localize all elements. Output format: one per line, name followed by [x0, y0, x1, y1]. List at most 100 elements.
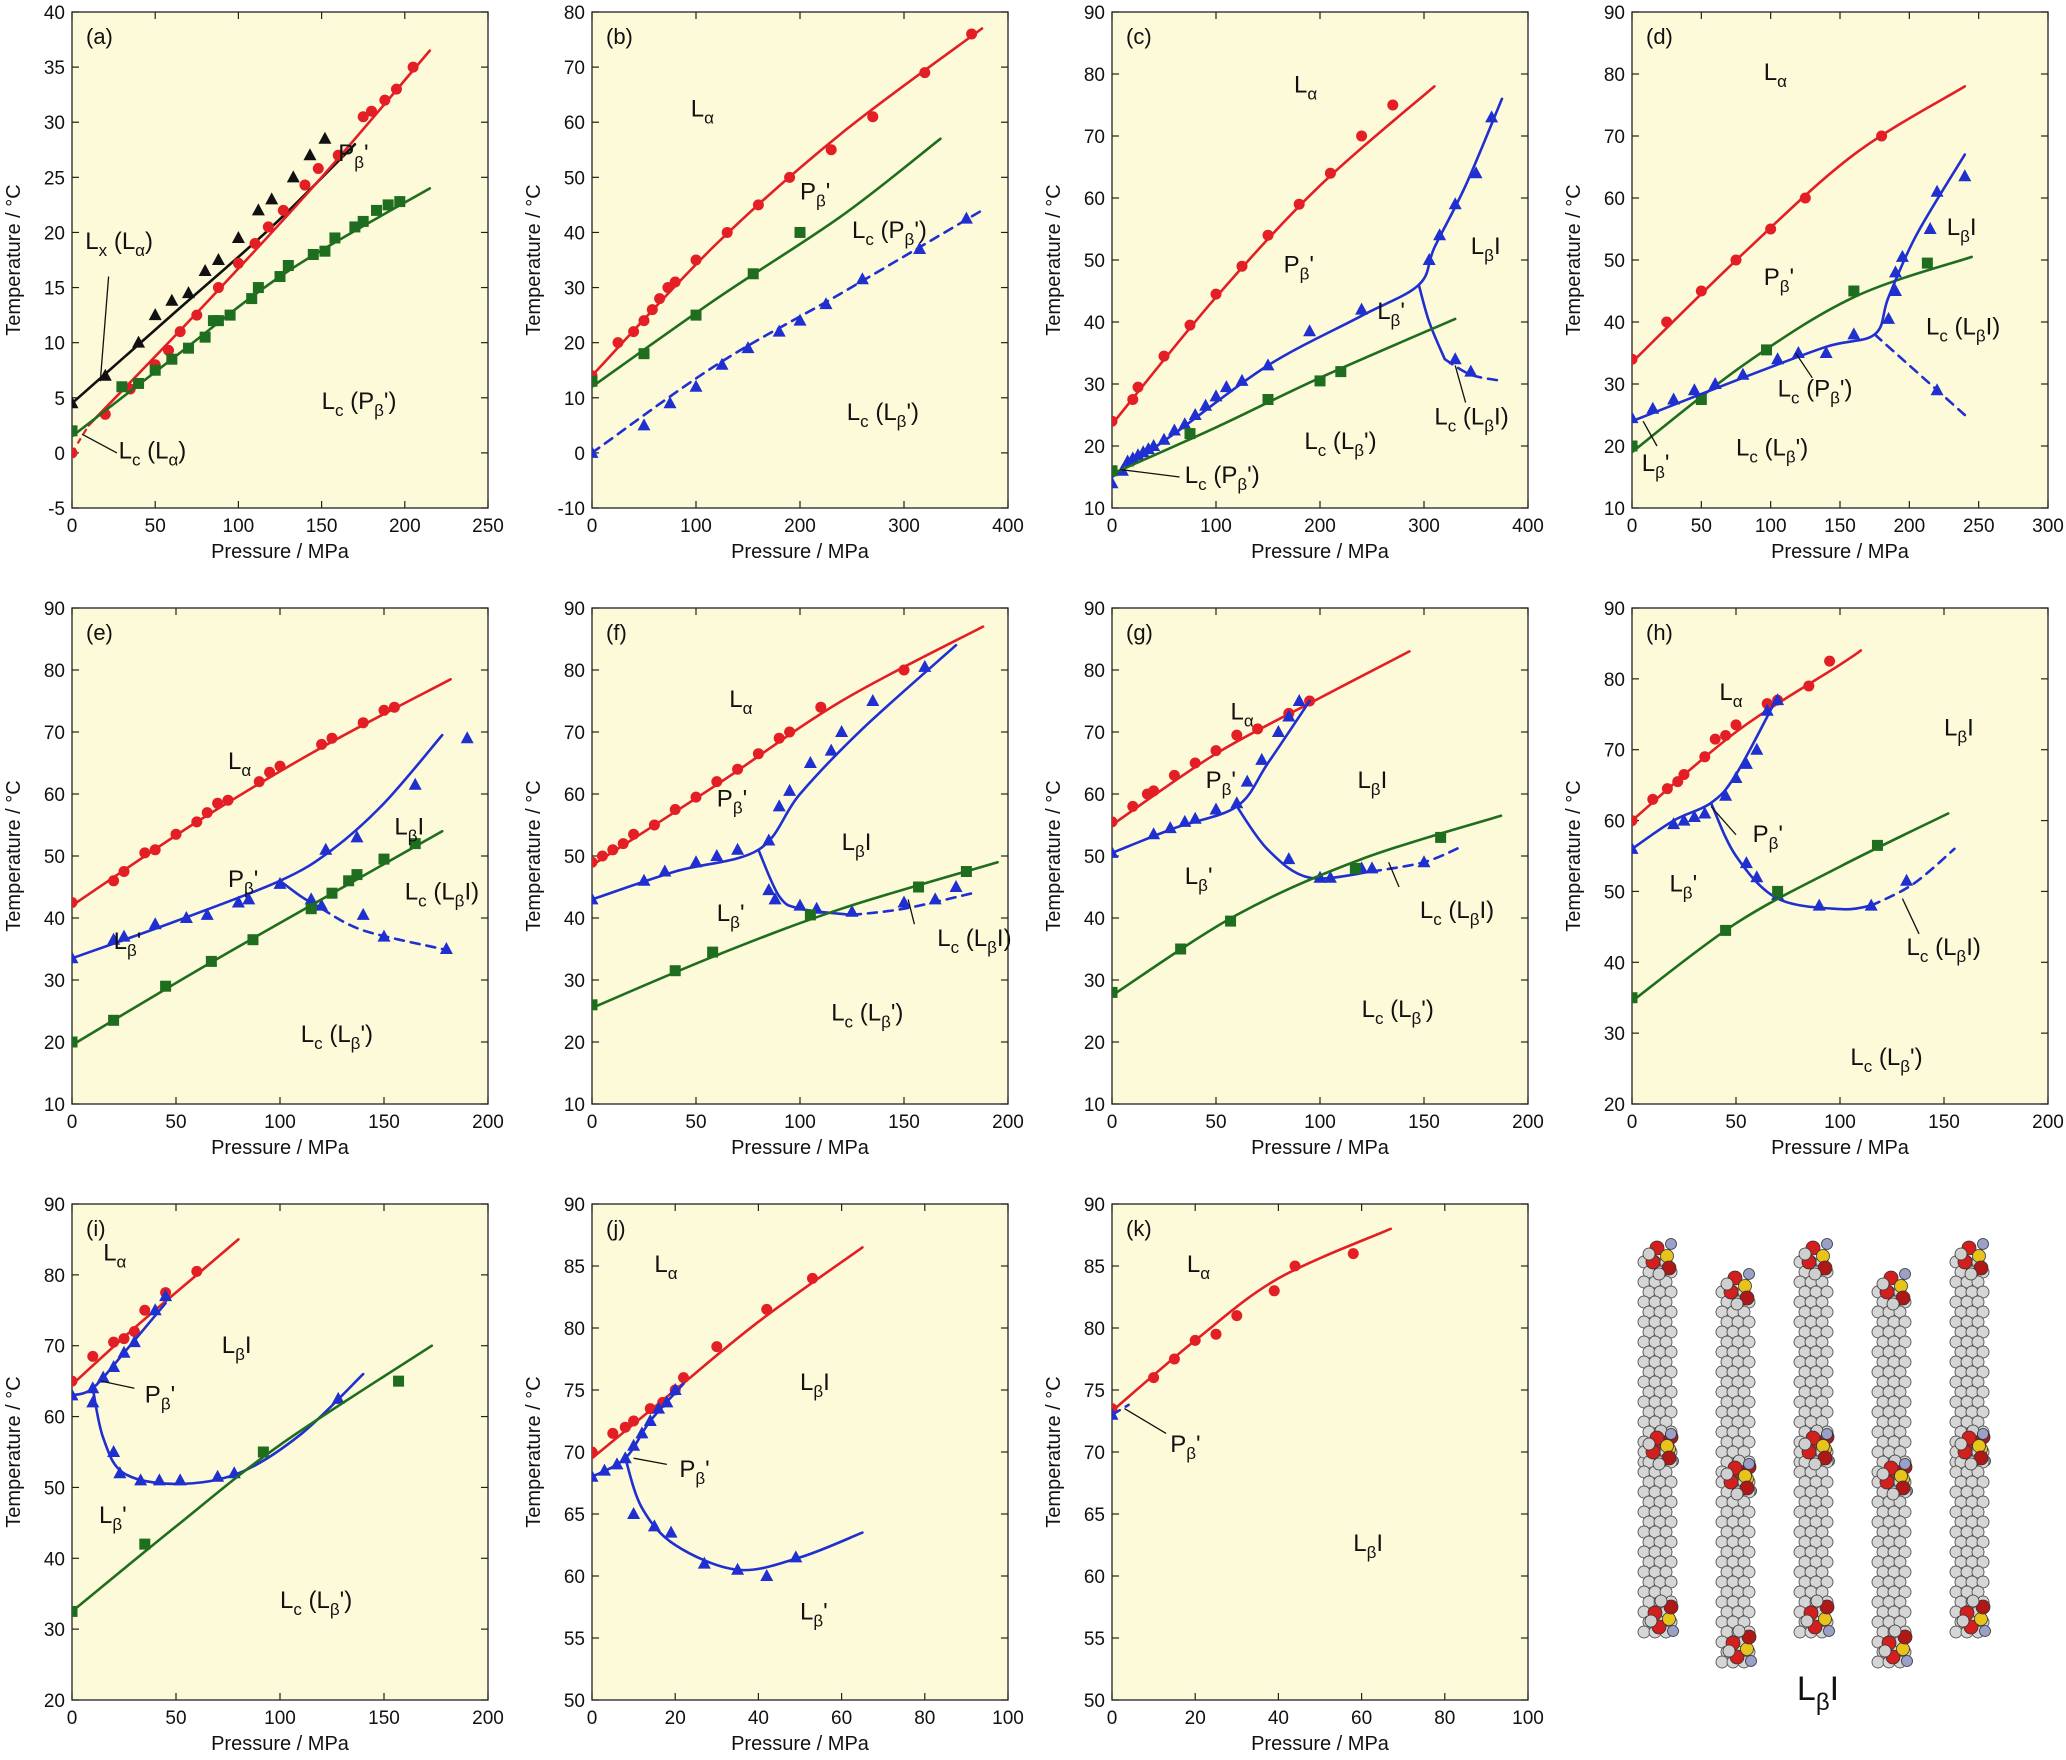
phase-label: Lβ' [114, 928, 142, 960]
data-point-circle [1387, 99, 1399, 111]
data-point-triangle [897, 895, 911, 908]
data-point-triangle [265, 192, 279, 205]
carbon-atom [1715, 1655, 1729, 1669]
y-tick-label: 10 [564, 389, 585, 410]
data-point-triangle [1632, 411, 1639, 424]
data-point-circle [592, 856, 598, 868]
phase-label: Pβ' [1284, 251, 1314, 283]
data-point-circle [191, 1265, 203, 1277]
y-tick-label: 20 [564, 1033, 585, 1054]
data-point-circle [128, 1326, 140, 1338]
data-point-circle [607, 1427, 619, 1439]
y-tick-label: 50 [1084, 251, 1105, 272]
chart-panel-j: 0 20 40 60 80 100 50 55 60 65 70 75 80 85 90 Pressure /… [523, 1195, 1024, 1755]
data-point-square [382, 199, 394, 211]
phase-label: LβI [1471, 233, 1501, 265]
leader-line [633, 1457, 667, 1466]
data-point-circle [326, 732, 338, 744]
y-tick-label: 50 [564, 168, 585, 189]
phase-label: LβI [1947, 214, 1977, 246]
data-point-triangle [159, 1289, 173, 1302]
data-point-triangle [148, 917, 162, 930]
headgroup-atom [1720, 1277, 1734, 1291]
data-point-triangle [1271, 725, 1285, 737]
data-point-triangle [1791, 346, 1805, 358]
lipid-headgroup [1720, 1458, 1755, 1501]
data-point-square [409, 838, 421, 850]
data-point-circle [72, 897, 78, 908]
data-point-triangle [592, 1469, 599, 1482]
y-tick-label: 10 [564, 1095, 585, 1116]
fit-curve-blue [624, 1456, 864, 1572]
data-point-triangle [663, 396, 677, 409]
headgroup-atom [1730, 1297, 1744, 1311]
data-point-circle [1189, 1334, 1201, 1346]
data-point-triangle [72, 951, 79, 964]
data-point-circle [274, 760, 286, 772]
headgroup-atom [1660, 1249, 1674, 1263]
lipid-headgroup [1876, 1458, 1911, 1501]
phase-label: LβI [394, 813, 424, 845]
data-point-circle [1799, 192, 1811, 204]
panel-letter: (a) [86, 24, 113, 49]
phase-label: Pβ' [1170, 1431, 1200, 1463]
data-point-circle [1148, 1372, 1160, 1384]
data-point-circle [628, 326, 640, 338]
phase-label: Lβ' [1185, 863, 1213, 895]
y-axis-title: Temperature / °C [3, 1376, 25, 1527]
y-axis-title: Temperature / °C [1563, 780, 1585, 931]
data-point-square [357, 215, 369, 227]
x-axis-title: Pressure / MPa [1251, 1137, 1390, 1159]
phase-label: Lβ' [1642, 450, 1670, 482]
y-tick-label: 90 [1084, 599, 1105, 620]
leader-line [100, 1380, 135, 1389]
phase-label: Lα [1294, 72, 1317, 104]
headgroup-atom [1738, 1279, 1752, 1293]
y-tick-label: 25 [44, 168, 65, 189]
phase-label: Lβ' [1377, 298, 1405, 330]
headgroup-atom [1741, 1629, 1757, 1645]
headgroup-atom [1654, 1594, 1668, 1608]
data-point-circle [898, 664, 910, 676]
phase-label: Pβ' [1764, 264, 1794, 296]
x-axis-title: Pressure / MPa [211, 541, 350, 563]
data-point-circle [1709, 733, 1721, 745]
data-point-circle [139, 1304, 151, 1316]
data-point-square [1184, 428, 1196, 440]
headgroup-atom [1745, 1655, 1757, 1667]
data-point-triangle [760, 1569, 774, 1581]
data-point-triangle [107, 932, 121, 945]
data-point-triangle [1698, 806, 1712, 819]
x-tick-label: 100 [1200, 516, 1232, 537]
headgroup-atom [1821, 1428, 1833, 1440]
data-point-triangle [1771, 693, 1785, 706]
phase-label: Lc (Pβ') [322, 388, 397, 420]
x-tick-label: 300 [888, 516, 920, 537]
data-point-square [1314, 375, 1326, 387]
data-point-triangle [117, 929, 131, 942]
data-point-triangle [1188, 811, 1202, 824]
phase-label: LβI [842, 829, 872, 861]
data-point-square [343, 875, 355, 887]
data-point-square [307, 248, 319, 260]
leader-line [1120, 468, 1180, 478]
headgroup-atom [1956, 1614, 1970, 1628]
x-tick-label: 0 [67, 1708, 78, 1729]
data-point-triangle [72, 396, 79, 409]
data-point-circle [867, 111, 879, 123]
data-point-triangle [98, 368, 112, 381]
lipid-headgroup [1878, 1624, 1913, 1667]
x-tick-label: 300 [1408, 516, 1440, 537]
phase-label: Pβ' [717, 785, 747, 817]
data-point-triangle [1255, 752, 1269, 765]
phase-label: Lα [228, 748, 251, 780]
y-tick-label: 40 [1084, 313, 1105, 334]
data-point-square [393, 1375, 405, 1387]
data-point-triangle [768, 892, 782, 905]
data-point-triangle [181, 286, 195, 299]
phase-label: Lα [691, 96, 714, 128]
data-point-triangle [1819, 346, 1833, 358]
data-point-square [329, 232, 341, 244]
data-point-square [205, 955, 217, 967]
headgroup-atom [1817, 1260, 1833, 1276]
